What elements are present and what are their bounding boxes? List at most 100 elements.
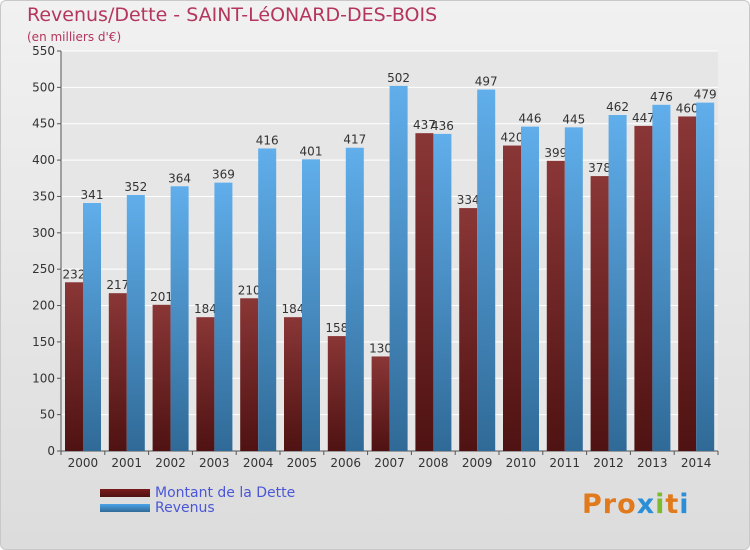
- y-tick-label: 200: [32, 299, 55, 313]
- y-tick-label: 350: [32, 189, 55, 203]
- chart-title: Revenus/Dette - SAINT-LéONARD-DES-BOIS: [27, 4, 438, 26]
- logo-letter: t: [665, 489, 680, 520]
- x-tick-label: 2009: [462, 456, 493, 470]
- bar-revenus: [389, 85, 408, 451]
- bar-dette: [196, 317, 215, 451]
- bar-revenus: [608, 115, 627, 451]
- bar-revenus: [345, 147, 364, 451]
- bar-revenus: [433, 133, 452, 451]
- bar-dette: [152, 304, 171, 451]
- y-tick-label: 300: [32, 226, 55, 240]
- data-label-revenus: 416: [256, 133, 279, 147]
- logo-letter: r: [602, 489, 618, 520]
- data-label-revenus: 341: [81, 188, 104, 202]
- x-tick-label: 2008: [418, 456, 449, 470]
- x-tick-label: 2012: [593, 456, 624, 470]
- legend-swatch-revenus: [100, 504, 150, 512]
- bar-dette: [108, 293, 127, 451]
- x-tick-label: 2014: [681, 456, 712, 470]
- x-tick-label: 2005: [287, 456, 318, 470]
- data-label-revenus: 497: [475, 75, 498, 89]
- data-label-dette: 437: [413, 118, 436, 132]
- data-label-revenus: 401: [300, 144, 323, 158]
- data-label-dette: 158: [325, 321, 348, 335]
- logo-letter: x: [636, 489, 656, 520]
- y-tick-label: 500: [32, 80, 55, 94]
- logo-letter: P: [582, 489, 603, 520]
- legend-swatch-dette: [100, 489, 150, 497]
- x-tick-label: 2013: [637, 456, 668, 470]
- y-tick-label: 450: [32, 117, 55, 131]
- y-tick-label: 250: [32, 262, 55, 276]
- x-tick-label: 2011: [549, 456, 580, 470]
- data-label-dette: 210: [238, 283, 261, 297]
- y-tick-label: 100: [32, 371, 55, 385]
- bar-revenus: [652, 104, 671, 452]
- bar-revenus: [126, 195, 145, 451]
- data-label-revenus: 417: [343, 133, 366, 147]
- x-tick-label: 2010: [506, 456, 537, 470]
- bar-revenus: [258, 148, 277, 452]
- data-label-dette: 232: [63, 267, 86, 281]
- x-tick-label: 2007: [374, 456, 405, 470]
- data-label-dette: 460: [676, 101, 699, 115]
- y-tick-label: 550: [32, 44, 55, 58]
- data-label-dette: 334: [457, 193, 480, 207]
- data-label-revenus: 369: [212, 168, 235, 182]
- data-label-dette: 130: [369, 341, 392, 355]
- bar-dette: [65, 282, 83, 451]
- x-tick-label: 2003: [199, 456, 230, 470]
- bar-dette: [634, 125, 653, 451]
- bar-dette: [327, 336, 346, 451]
- data-label-dette: 399: [544, 146, 567, 160]
- legend-label-revenus: Revenus: [155, 500, 215, 516]
- bar-dette: [284, 317, 302, 451]
- data-label-dette: 217: [106, 278, 129, 292]
- data-label-revenus: 476: [650, 90, 673, 104]
- data-label-revenus: 446: [519, 112, 542, 126]
- bar-dette: [240, 298, 259, 451]
- bar-revenus: [214, 182, 233, 452]
- bar-dette: [503, 145, 521, 451]
- data-label-revenus: 479: [694, 88, 717, 102]
- legend-label-dette: Montant de la Dette: [155, 485, 296, 501]
- logo-letter: i: [655, 489, 666, 520]
- y-tick-label: 400: [32, 153, 55, 167]
- data-label-revenus: 436: [431, 119, 454, 133]
- bar-dette: [415, 133, 434, 451]
- bar-dette: [590, 176, 609, 451]
- bar-revenus: [564, 127, 583, 451]
- data-label-dette: 201: [150, 290, 173, 304]
- bar-revenus: [521, 126, 539, 452]
- logo-letter: o: [617, 489, 637, 520]
- x-tick-label: 2004: [243, 456, 274, 470]
- bar-dette: [678, 116, 697, 452]
- logo-letter: i: [679, 489, 690, 520]
- chart-subtitle: (en milliers d'€): [27, 30, 122, 44]
- x-tick-label: 2001: [111, 456, 142, 470]
- data-label-revenus: 502: [387, 71, 410, 85]
- data-label-revenus: 445: [562, 112, 585, 126]
- data-label-dette: 184: [194, 302, 217, 316]
- proxiti-logo: Proxiti: [582, 489, 690, 520]
- bar-revenus: [83, 203, 101, 451]
- bar-revenus: [302, 159, 320, 451]
- data-label-dette: 184: [282, 302, 305, 316]
- x-tick-label: 2002: [155, 456, 186, 470]
- bar-revenus: [696, 102, 715, 452]
- y-tick-label: 150: [32, 335, 55, 349]
- data-label-dette: 378: [588, 161, 611, 175]
- x-tick-label: 2006: [330, 456, 361, 470]
- bar-dette: [546, 160, 565, 451]
- data-label-revenus: 352: [124, 180, 147, 194]
- bar-revenus: [170, 186, 189, 452]
- data-label-revenus: 364: [168, 171, 191, 185]
- y-tick-label: 0: [47, 444, 55, 458]
- bar-dette: [371, 356, 390, 451]
- data-label-dette: 447: [632, 111, 655, 125]
- data-label-revenus: 462: [606, 100, 629, 114]
- data-label-dette: 420: [501, 131, 524, 145]
- bar-revenus: [477, 89, 496, 451]
- y-tick-label: 50: [40, 408, 55, 422]
